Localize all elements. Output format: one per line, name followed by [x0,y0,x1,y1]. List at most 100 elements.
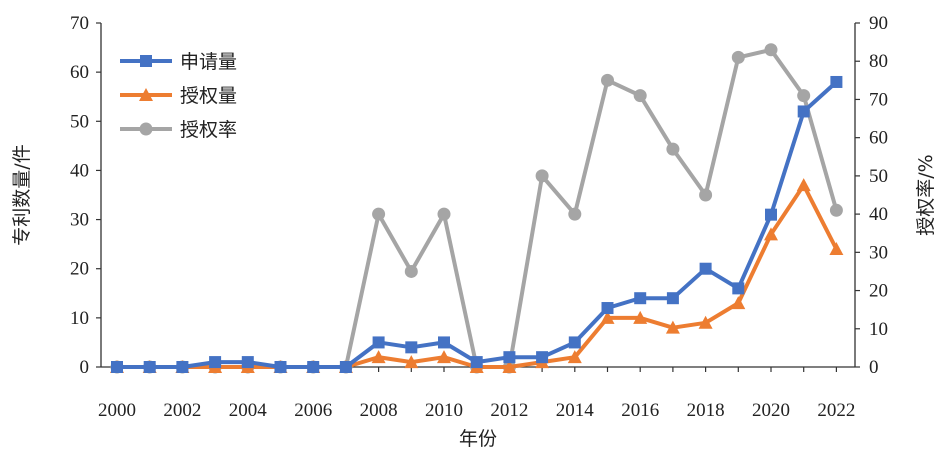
data-point [829,203,843,217]
y2-axis-title: 授权率/% [915,154,937,235]
data-point [568,336,581,349]
data-point [502,360,517,373]
data-point [633,89,647,103]
series-1 [110,178,844,373]
data-point [764,43,778,57]
data-point [732,282,745,295]
left-axis: 0 10 20 30 40 50 60 70 [70,13,102,378]
data-point [241,356,254,369]
data-point [698,315,713,329]
right-tick-label: 0 [869,357,879,378]
data-point [829,242,844,256]
legend-item: 申请量 [120,51,237,73]
data-point [699,262,712,275]
data-point [666,292,679,305]
left-tick-label: 30 [70,210,89,231]
x-tick-label: 2010 [425,400,463,421]
x-tick-label: 2004 [229,400,268,421]
data-point [404,264,418,278]
data-point [601,302,614,315]
legend-item: 授权率 [120,119,237,141]
left-tick-label: 70 [70,13,89,34]
data-point [339,361,352,373]
x-tick-label: 2020 [752,400,790,421]
data-point [699,188,713,202]
x-tick-label: 2002 [163,400,201,421]
x-tick-label: 2012 [490,400,528,421]
data-point [437,207,451,221]
data-point [797,105,810,118]
data-point [111,361,123,373]
data-point [274,361,287,373]
right-tick-label: 60 [869,128,888,149]
left-tick-label: 0 [80,357,90,378]
data-point [731,296,746,310]
data-point [372,207,386,221]
right-tick-label: 40 [869,204,888,225]
legend-label: 授权率 [180,119,237,141]
data-point [470,356,483,369]
x-tick-label: 2014 [556,400,595,421]
series-line [117,183,839,369]
right-tick-label: 80 [869,51,888,72]
x-tick-label: 2000 [98,400,136,421]
data-point [600,310,615,324]
data-point [307,361,320,373]
x-tick-label: 2016 [621,400,659,421]
legend-label: 申请量 [180,51,237,73]
x-axis: 2000 2002 2004 2006 2008 2010 2012 2014 2016 2018… [98,366,855,421]
data-point [405,341,418,354]
data-point [633,310,648,324]
data-point [209,356,222,369]
data-point [567,350,582,364]
x-axis-title: 年份 [459,428,497,450]
data-point [372,336,385,349]
right-tick-label: 10 [869,319,888,340]
right-tick-label: 90 [869,13,888,34]
data-point [830,75,843,88]
left-tick-label: 60 [70,62,89,83]
data-point [536,351,549,364]
data-point [535,169,549,183]
data-point [797,89,811,103]
series-layer [110,43,844,374]
x-tick-label: 2008 [360,400,398,421]
left-tick-label: 10 [70,308,89,329]
right-tick-label: 70 [869,89,888,110]
right-axis: 0 10 20 30 40 50 60 70 80 90 [854,13,888,378]
legend-item: 授权量 [120,85,237,107]
data-point [143,361,156,373]
data-point [438,336,450,349]
legend-label: 授权量 [180,85,237,107]
data-point [731,50,745,64]
data-point [796,178,811,192]
left-tick-label: 20 [70,259,89,280]
data-point [176,361,189,373]
data-point [634,292,647,305]
data-point [371,350,386,364]
data-point [404,355,419,369]
data-point [437,350,451,364]
x-tick-label: 2022 [817,400,855,421]
legend-marker [140,55,152,67]
left-tick-label: 40 [70,160,89,181]
data-point [666,142,680,156]
data-point [568,207,582,221]
series-0 [111,75,843,373]
right-tick-label: 50 [869,166,888,187]
data-point [665,320,680,334]
y-axis-title: 专利数量/件 [11,144,33,245]
right-tick-label: 30 [869,242,888,263]
left-tick-label: 50 [70,111,89,132]
right-tick-label: 20 [869,281,888,302]
x-tick-label: 2006 [294,400,332,421]
data-point [765,208,777,221]
x-tick-label: 2018 [687,400,725,421]
data-point [764,227,778,241]
data-point [601,73,614,87]
data-point [503,351,516,364]
legend-marker [139,122,153,136]
legend-marker [139,88,153,101]
